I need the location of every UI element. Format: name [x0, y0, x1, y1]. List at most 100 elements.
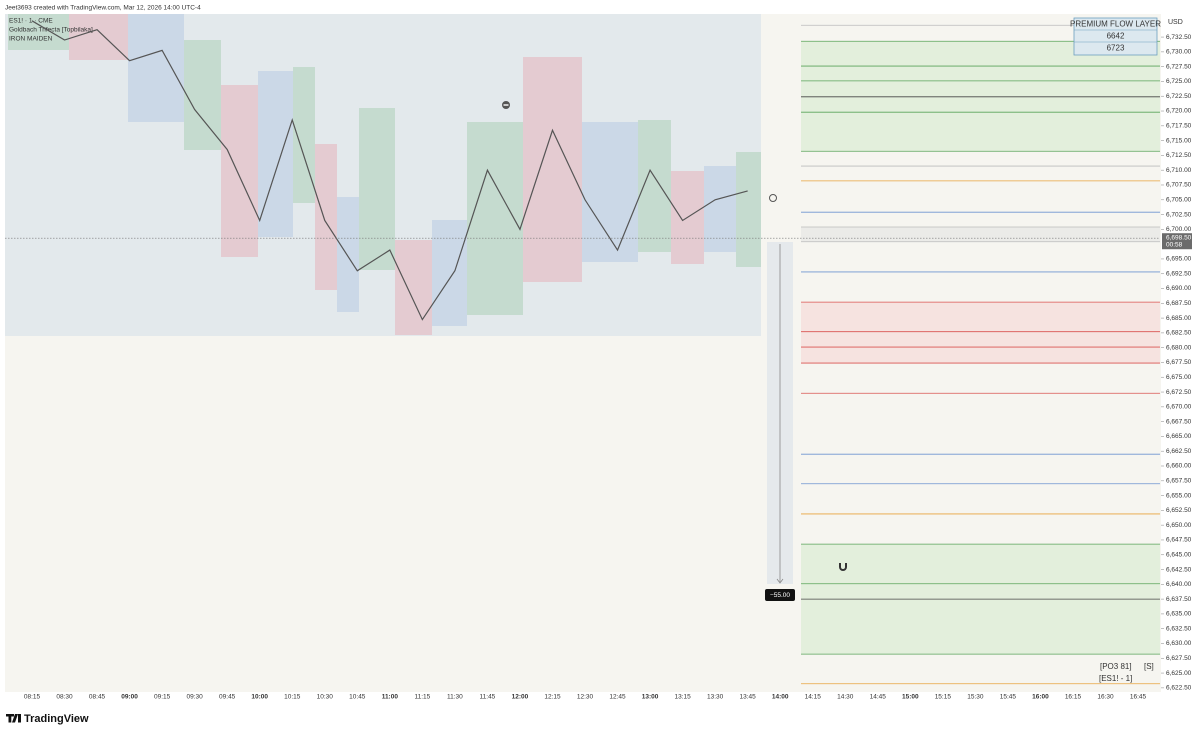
y-tick-label: 6,657.50 [1166, 478, 1192, 485]
session-boxes [8, 14, 761, 335]
y-tick-label: 6,682.50 [1166, 330, 1192, 337]
legend-line: ES1! · 1 · CME [9, 18, 53, 25]
x-tick-label: 12:30 [577, 694, 594, 701]
x-tick-label: 09:00 [121, 694, 138, 701]
y-tick-label: 6,687.50 [1166, 300, 1192, 307]
y-tick-label: 6,700.00 [1166, 226, 1192, 233]
box [258, 71, 293, 237]
box [221, 85, 258, 257]
box [315, 144, 337, 290]
y-tick-label: 6,695.00 [1166, 256, 1192, 263]
y-tick-label: 6,715.00 [1166, 137, 1192, 144]
x-tick-label: 09:15 [154, 694, 171, 701]
y-tick-label: 6,647.50 [1166, 537, 1192, 544]
legend-line: Goldbach Trifecta [Topbilaka] [9, 27, 93, 34]
y-tick-label: 6,690.00 [1166, 285, 1192, 292]
price-line [31, 20, 748, 321]
price-axis [1161, 14, 1200, 692]
y-tick-label: 6,677.50 [1166, 359, 1192, 366]
y-tick-label: 6,637.50 [1166, 596, 1192, 603]
x-tick-label: 12:45 [609, 694, 626, 701]
y-tick-label: 6,705.00 [1166, 196, 1192, 203]
x-tick-label: 08:15 [24, 694, 41, 701]
table [1073, 17, 1158, 56]
y-tick-label: 6,622.50 [1166, 685, 1192, 692]
y-tick-label: 6,692.50 [1166, 270, 1192, 277]
measure-label: −55.00 [770, 592, 790, 599]
legend-line: IRON MAIDEN [9, 36, 53, 43]
x-tick-label: 10:00 [251, 694, 268, 701]
box [184, 40, 221, 150]
box [432, 220, 467, 326]
y-tick-label: 6,672.50 [1166, 389, 1192, 396]
x-tick-label: 11:30 [447, 694, 463, 701]
power-icon[interactable] [769, 194, 777, 202]
zone [801, 226, 1160, 242]
price-tag [1162, 233, 1192, 250]
y-tick-label: 6,665.00 [1166, 433, 1192, 440]
symbol-label: [ES1! - 1] [1099, 674, 1132, 683]
y-tick-label: 6,660.00 [1166, 463, 1192, 470]
x-tick-label: 14:30 [837, 694, 854, 701]
x-tick-label: 15:30 [967, 694, 984, 701]
x-tick-label: 08:45 [89, 694, 106, 701]
y-tick-label: 6,642.50 [1166, 566, 1192, 573]
y-tick-label: 6,722.50 [1166, 93, 1192, 100]
x-tick-label: 13:00 [642, 694, 659, 701]
magnet-icon[interactable] [839, 563, 847, 571]
arrow-head [776, 578, 784, 584]
header-title: Jeet3693 created with TradingView.com, M… [5, 5, 201, 12]
y-tick-label: 6,717.50 [1166, 123, 1192, 130]
y-tick-label: 6,650.00 [1166, 522, 1192, 529]
box [293, 67, 315, 203]
x-tick-label: 15:00 [902, 694, 919, 701]
y-tick-label: 6,720.00 [1166, 108, 1192, 115]
range-box [5, 14, 761, 336]
y-tick-label: 6,645.00 [1166, 551, 1192, 558]
y-tick-label: 6,627.50 [1166, 655, 1192, 662]
brand: TradingView [24, 713, 89, 725]
x-tick-label: 14:15 [805, 694, 822, 701]
y-tick-label: 6,685.00 [1166, 315, 1192, 322]
y-tick-label: 6,675.00 [1166, 374, 1192, 381]
y-tick-label: 6,640.00 [1166, 581, 1192, 588]
y-tick-label: 6,670.00 [1166, 404, 1192, 411]
countdown: 00:58 [1166, 241, 1183, 248]
x-tick-label: 11:15 [414, 694, 430, 701]
y-tick-label: 6,655.00 [1166, 492, 1192, 499]
x-tick-label: 13:45 [740, 694, 757, 701]
x-tick-label: 16:30 [1097, 694, 1114, 701]
y-tick-label: 6,625.00 [1166, 670, 1192, 677]
po3-label: [PO3 81] [1100, 662, 1132, 671]
x-tick-label: 10:15 [284, 694, 301, 701]
box [736, 152, 761, 267]
x-tick-label: 14:00 [772, 694, 789, 701]
zone [801, 41, 1160, 152]
table-cell: 6642 [1107, 32, 1125, 41]
y-tick-label: 6,635.00 [1166, 611, 1192, 618]
x-tick-label: 16:45 [1130, 694, 1147, 701]
box [337, 197, 359, 312]
zone [801, 302, 1160, 364]
x-tick-label: 11:45 [480, 694, 496, 701]
x-tick-label: 16:00 [1032, 694, 1049, 701]
x-tick-label: 13:15 [674, 694, 691, 701]
x-tick-label: 15:45 [1000, 694, 1017, 701]
x-tick-label: 13:30 [707, 694, 724, 701]
box [638, 120, 671, 252]
icon [503, 104, 509, 106]
y-tick-label: 6,727.50 [1166, 63, 1192, 70]
y-tick-label: 6,680.00 [1166, 344, 1192, 351]
y-tick-label: 6,652.50 [1166, 507, 1192, 514]
y-tick-label: 6,712.50 [1166, 152, 1192, 159]
x-tick-label: 14:45 [870, 694, 887, 701]
x-tick-label: 10:30 [317, 694, 334, 701]
y-tick-label: 6,725.00 [1166, 78, 1192, 85]
y-tick-label: 6,630.00 [1166, 640, 1192, 647]
logo-mark [6, 714, 21, 723]
table-title: PREMIUM FLOW LAYER [1070, 20, 1161, 29]
currency: USD [1168, 19, 1183, 26]
y-tick-label: 6,730.00 [1166, 49, 1192, 56]
